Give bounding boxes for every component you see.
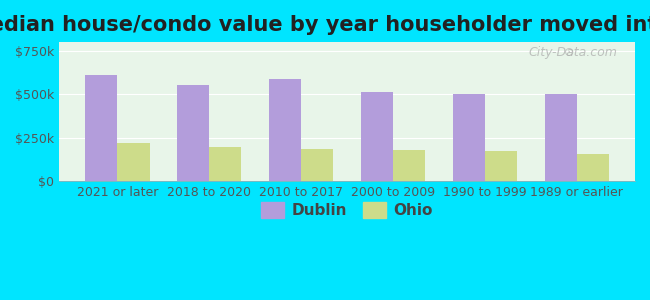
Text: ⊙: ⊙ (564, 46, 575, 59)
Bar (269, 79, 301, 181)
Bar (577, 154, 609, 181)
Bar (485, 152, 517, 181)
Legend: Dublin, Ohio: Dublin, Ohio (254, 195, 440, 226)
Bar (85, 75, 118, 181)
Bar (301, 149, 333, 181)
Bar (393, 150, 425, 181)
Bar (452, 94, 485, 181)
Bar (361, 92, 393, 181)
Bar (118, 143, 150, 181)
Bar (545, 94, 577, 181)
Bar (209, 147, 241, 181)
Text: City-Data.com: City-Data.com (529, 46, 617, 59)
Bar (177, 85, 209, 181)
Title: Median house/condo value by year householder moved into unit: Median house/condo value by year househo… (0, 15, 650, 35)
